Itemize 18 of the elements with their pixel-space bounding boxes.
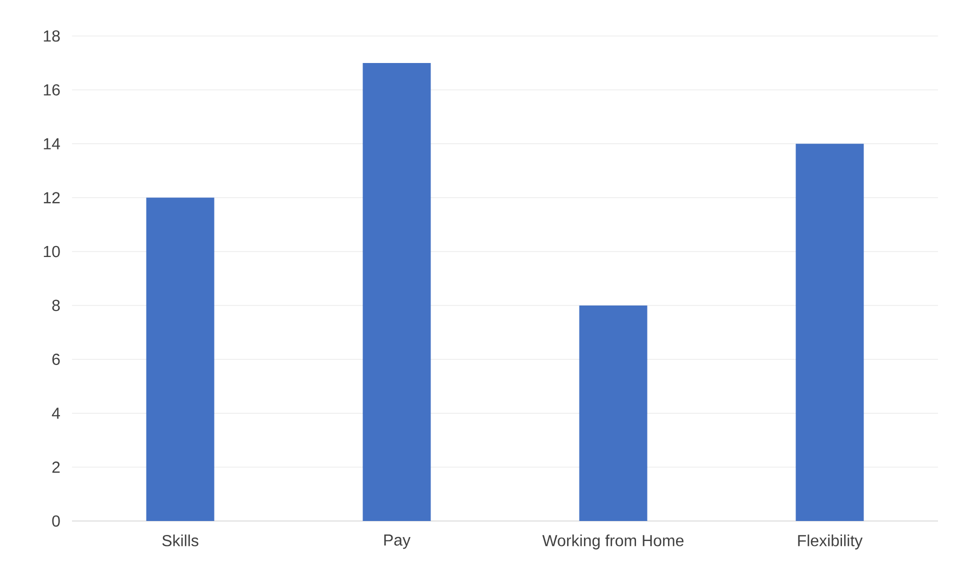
- y-tick-label: 10: [44, 246, 60, 258]
- bar: [146, 198, 214, 521]
- y-tick-label: 14: [44, 138, 60, 150]
- y-tick-label: 4: [52, 408, 60, 419]
- y-tick-label: 8: [52, 300, 60, 312]
- y-tick-label: 12: [44, 192, 60, 204]
- x-tick-label: Pay: [384, 534, 411, 549]
- y-tick-label: 6: [52, 354, 60, 365]
- y-tick-label: 0: [52, 515, 60, 527]
- bar: [362, 62, 431, 521]
- y-tick-label: 18: [44, 30, 60, 42]
- bar: [796, 144, 864, 521]
- x-tick-label: Flexibility: [798, 534, 863, 550]
- x-tick-label: Working from Home: [542, 534, 684, 550]
- y-tick-label: 2: [52, 462, 60, 473]
- bar: [579, 305, 648, 521]
- y-tick-label: 16: [44, 84, 60, 96]
- x-tick-label: Skills: [162, 534, 198, 546]
